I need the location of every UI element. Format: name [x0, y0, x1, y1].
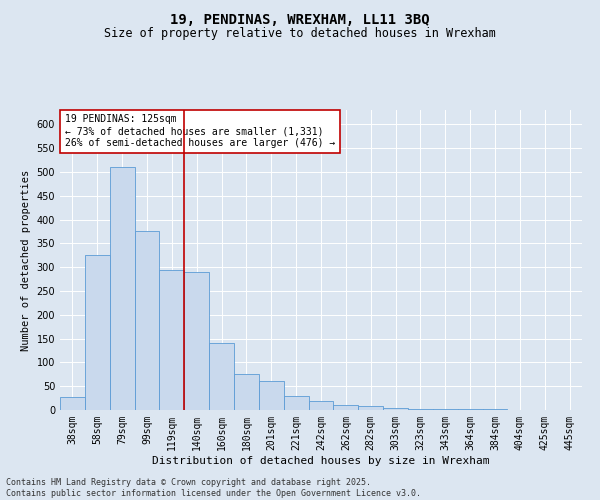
- X-axis label: Distribution of detached houses by size in Wrexham: Distribution of detached houses by size …: [152, 456, 490, 466]
- Bar: [110, 167, 134, 410]
- Bar: [408, 408, 433, 410]
- Bar: [134, 232, 160, 410]
- Bar: [358, 406, 383, 410]
- Bar: [234, 374, 259, 410]
- Text: Size of property relative to detached houses in Wrexham: Size of property relative to detached ho…: [104, 28, 496, 40]
- Bar: [60, 396, 85, 410]
- Bar: [259, 382, 284, 410]
- Text: Contains HM Land Registry data © Crown copyright and database right 2025.
Contai: Contains HM Land Registry data © Crown c…: [6, 478, 421, 498]
- Bar: [160, 270, 184, 410]
- Bar: [209, 344, 234, 410]
- Bar: [184, 272, 209, 410]
- Text: 19 PENDINAS: 125sqm
← 73% of detached houses are smaller (1,331)
26% of semi-det: 19 PENDINAS: 125sqm ← 73% of detached ho…: [65, 114, 335, 148]
- Bar: [482, 409, 508, 410]
- Bar: [284, 396, 308, 410]
- Bar: [85, 255, 110, 410]
- Bar: [334, 405, 358, 410]
- Bar: [458, 409, 482, 410]
- Bar: [433, 408, 458, 410]
- Text: 19, PENDINAS, WREXHAM, LL11 3BQ: 19, PENDINAS, WREXHAM, LL11 3BQ: [170, 12, 430, 26]
- Bar: [308, 402, 334, 410]
- Bar: [383, 408, 408, 410]
- Y-axis label: Number of detached properties: Number of detached properties: [21, 170, 31, 350]
